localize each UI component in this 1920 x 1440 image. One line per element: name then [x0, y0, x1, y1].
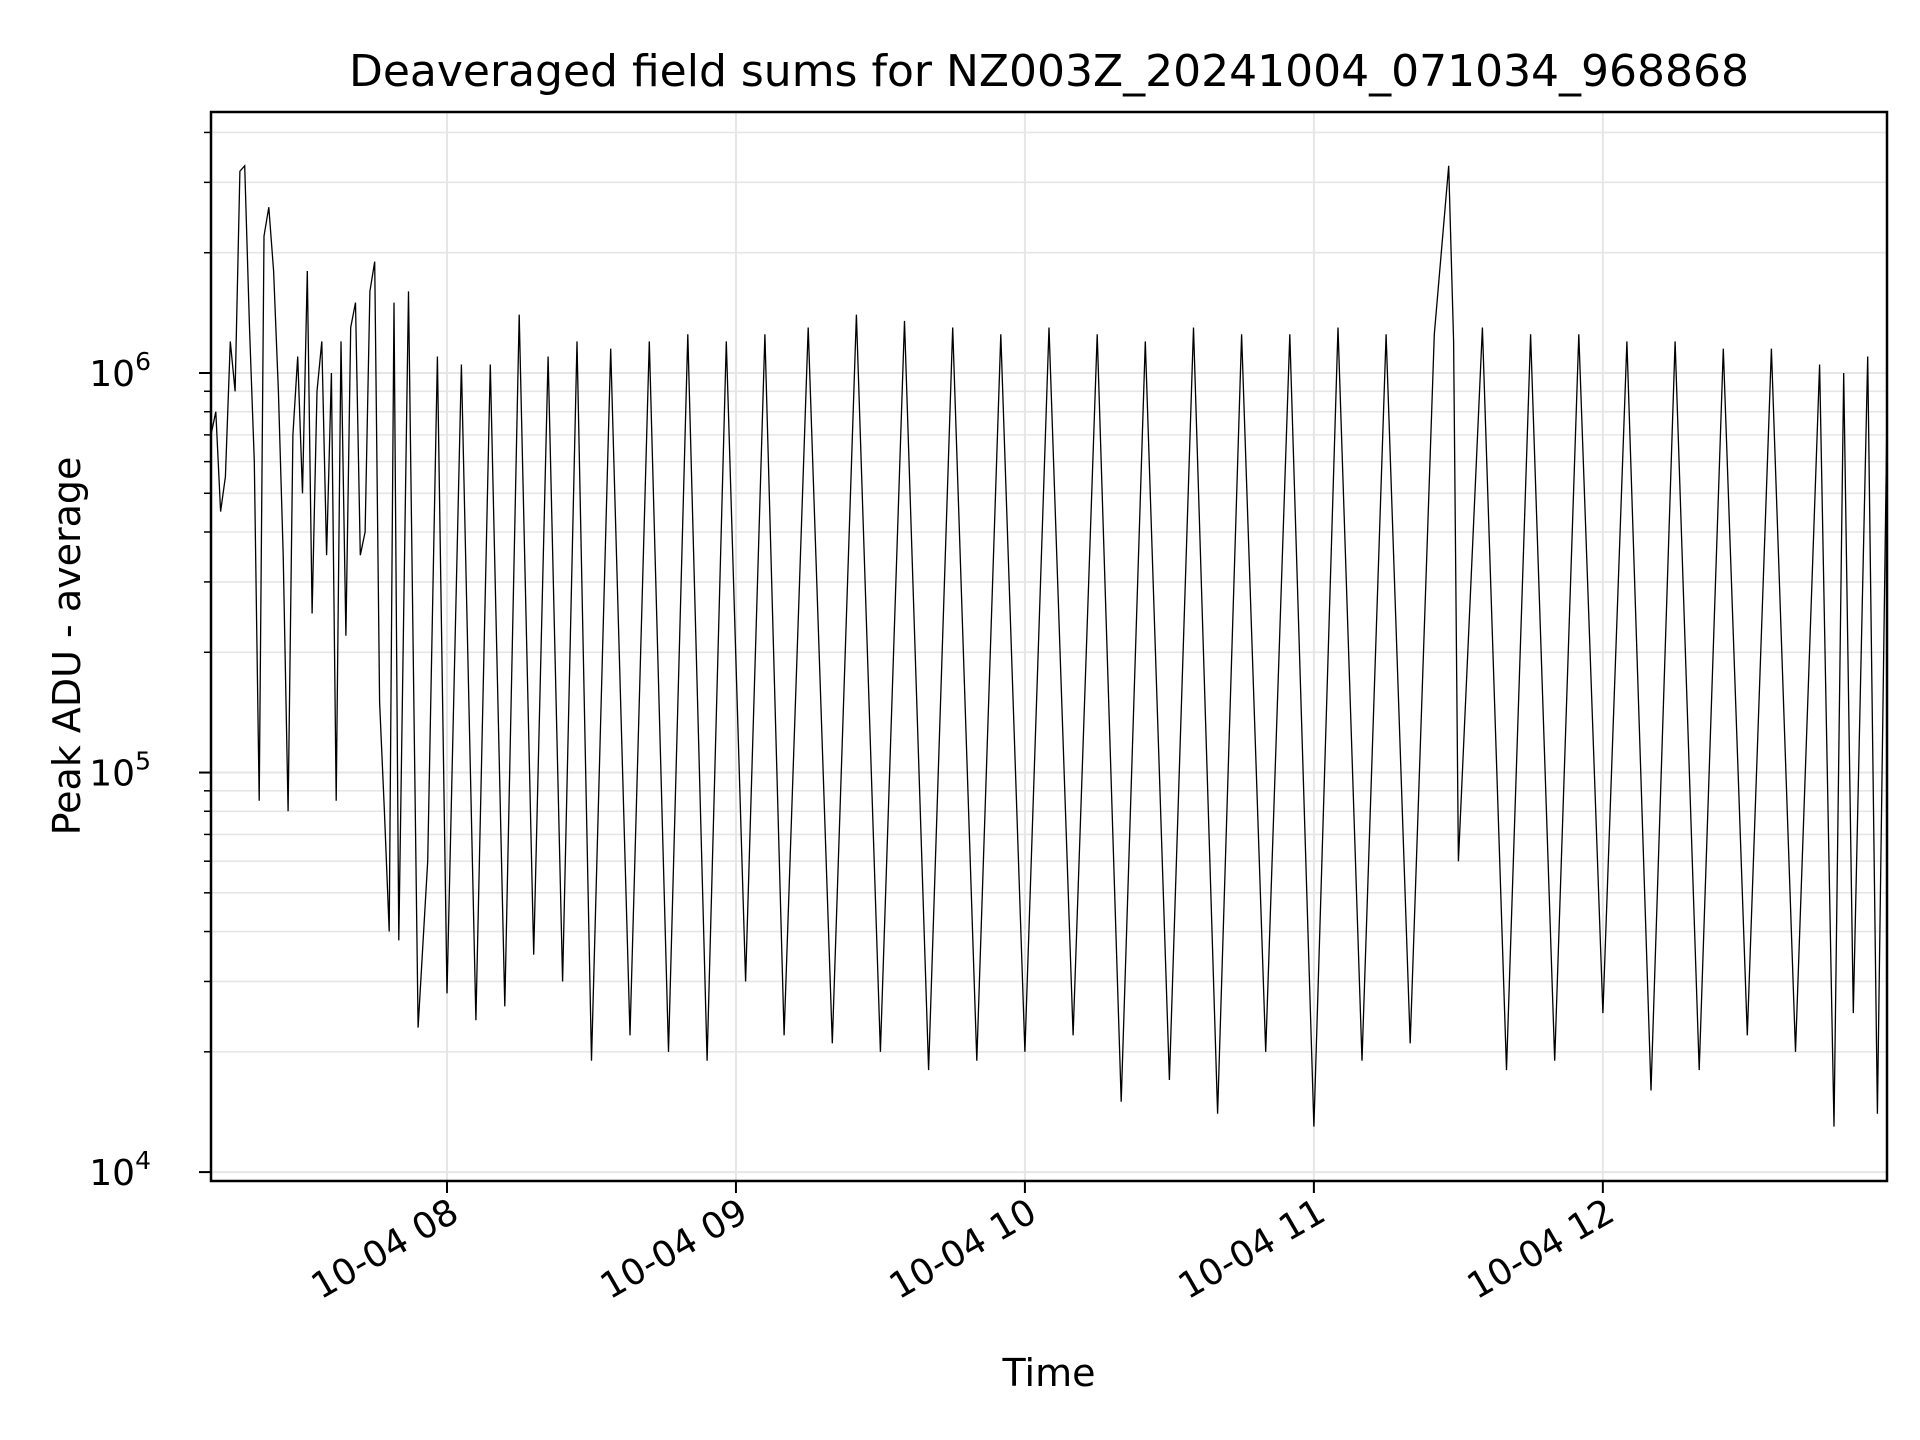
data-line	[210, 164, 1888, 1127]
chart-title: Deaveraged field sums for NZ003Z_2024100…	[349, 46, 1749, 97]
data-layer	[210, 164, 1888, 1127]
grid-layer	[211, 112, 1887, 1181]
plot-frame	[209, 110, 1889, 1183]
y-axis-label: Peak ADU - average	[45, 457, 89, 836]
y-tick-label: 105	[89, 747, 151, 795]
y-tick-label: 106	[89, 347, 151, 395]
y-tick-label: 104	[89, 1146, 151, 1194]
x-axis-label: Time	[1002, 1351, 1096, 1395]
